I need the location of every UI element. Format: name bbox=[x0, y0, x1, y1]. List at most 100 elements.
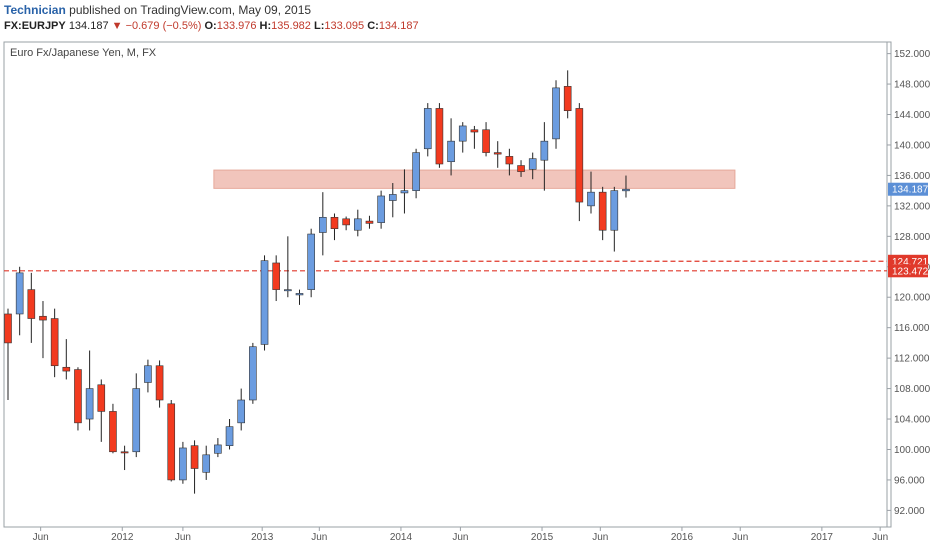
open-label: O: bbox=[204, 20, 217, 32]
candle[interactable] bbox=[493, 141, 502, 168]
candle-body bbox=[237, 399, 245, 424]
candle-body bbox=[377, 195, 385, 223]
candle-body bbox=[482, 129, 490, 153]
time-axis[interactable]: Jun 2012 Jun 2013 Jun 2014 Jun 2015 Jun 2016 Jun 20… bbox=[33, 527, 889, 543]
candle-body bbox=[155, 365, 164, 401]
time-tick-label: Jun bbox=[452, 532, 468, 543]
low-label: L: bbox=[313, 20, 325, 32]
candle-body bbox=[540, 140, 549, 161]
candle-body bbox=[528, 158, 537, 170]
candle[interactable] bbox=[575, 103, 584, 222]
candle[interactable] bbox=[388, 183, 397, 218]
candle[interactable] bbox=[587, 171, 595, 214]
candle[interactable] bbox=[120, 445, 129, 471]
candle-body bbox=[144, 365, 152, 383]
candle-body bbox=[120, 451, 129, 454]
candle[interactable] bbox=[214, 438, 222, 458]
candle-body bbox=[610, 190, 619, 231]
candle[interactable] bbox=[132, 373, 141, 458]
candle[interactable] bbox=[39, 301, 47, 359]
candle[interactable] bbox=[109, 403, 117, 454]
candle[interactable] bbox=[85, 350, 94, 431]
price-tick-label: 136.000 bbox=[894, 171, 931, 182]
candle-body bbox=[423, 108, 432, 150]
candle-body bbox=[412, 152, 420, 191]
candle[interactable] bbox=[505, 148, 514, 176]
candle-body bbox=[295, 293, 304, 296]
price-tick-label: 120.000 bbox=[894, 293, 931, 304]
candle[interactable] bbox=[27, 272, 36, 343]
candle-body bbox=[132, 388, 141, 453]
resistance-zone[interactable] bbox=[213, 169, 736, 189]
candle[interactable] bbox=[15, 266, 24, 336]
candle[interactable] bbox=[377, 190, 385, 229]
close-label: C: bbox=[367, 20, 379, 32]
candle[interactable] bbox=[528, 152, 537, 180]
candle-body bbox=[307, 233, 315, 290]
candle[interactable] bbox=[167, 400, 176, 482]
candle[interactable] bbox=[540, 122, 549, 191]
candle[interactable] bbox=[482, 122, 490, 157]
candle[interactable] bbox=[190, 440, 199, 494]
candle-body bbox=[85, 388, 94, 420]
candle[interactable] bbox=[622, 175, 630, 198]
candle[interactable] bbox=[4, 308, 12, 400]
current-price-badge-text: 134.187 bbox=[892, 185, 929, 196]
candle-body bbox=[575, 108, 584, 203]
candle[interactable] bbox=[307, 228, 315, 298]
price-tick-label: 92.000 bbox=[894, 506, 925, 517]
price-tick-label: 96.000 bbox=[894, 475, 925, 486]
candle[interactable] bbox=[365, 215, 374, 229]
candle[interactable] bbox=[272, 255, 280, 302]
candle-body bbox=[260, 260, 269, 345]
candle[interactable] bbox=[225, 419, 234, 450]
candle[interactable] bbox=[237, 388, 245, 431]
candle[interactable] bbox=[249, 342, 257, 404]
candle[interactable] bbox=[97, 379, 106, 442]
candle[interactable] bbox=[179, 441, 187, 484]
candle-body bbox=[225, 426, 234, 446]
candle[interactable] bbox=[610, 186, 619, 252]
candle[interactable] bbox=[400, 169, 409, 214]
current-price-badge-bg bbox=[888, 182, 928, 196]
price-axis[interactable]: 152.000 148.000 144.000 140.000 136.000 132.0… bbox=[887, 49, 931, 517]
candle-body bbox=[400, 190, 409, 194]
candle[interactable] bbox=[447, 118, 455, 176]
candle-body bbox=[214, 444, 222, 454]
candle[interactable] bbox=[458, 122, 467, 153]
candle[interactable] bbox=[155, 360, 164, 408]
time-tick-label: Jun bbox=[732, 532, 748, 543]
candle[interactable] bbox=[342, 216, 350, 231]
candle[interactable] bbox=[62, 339, 71, 380]
candle[interactable] bbox=[284, 236, 292, 298]
candle[interactable] bbox=[435, 103, 444, 168]
level-price-badge-bg bbox=[888, 264, 928, 278]
candle[interactable] bbox=[598, 186, 607, 241]
candle[interactable] bbox=[423, 103, 432, 157]
candle-body bbox=[39, 315, 47, 321]
candle[interactable] bbox=[552, 80, 560, 149]
candle[interactable] bbox=[319, 192, 327, 256]
candle[interactable] bbox=[50, 308, 59, 378]
price-tick-label: 108.000 bbox=[894, 384, 931, 395]
candle[interactable] bbox=[295, 289, 304, 305]
candle[interactable] bbox=[202, 445, 211, 480]
candle[interactable] bbox=[260, 255, 269, 351]
candle-body bbox=[272, 262, 280, 290]
candle-body bbox=[97, 384, 106, 412]
resistance-zone-layer bbox=[213, 169, 736, 189]
candle[interactable] bbox=[563, 70, 572, 119]
candle[interactable] bbox=[517, 160, 525, 177]
candle[interactable] bbox=[470, 125, 479, 149]
candle-body bbox=[4, 313, 12, 344]
candle[interactable] bbox=[353, 209, 362, 237]
candle[interactable] bbox=[412, 148, 420, 199]
candlestick-chart[interactable]: Euro Fx/Japanese Yen, M, FX 152.000 148.0… bbox=[0, 38, 932, 550]
level-price-badge-text: 123.472 bbox=[892, 266, 929, 277]
author-link[interactable]: Technician bbox=[4, 3, 66, 17]
candle[interactable] bbox=[144, 359, 152, 393]
candle[interactable] bbox=[330, 213, 339, 241]
candle-body bbox=[587, 191, 595, 207]
candles-layer bbox=[4, 70, 630, 494]
candle[interactable] bbox=[74, 367, 82, 431]
